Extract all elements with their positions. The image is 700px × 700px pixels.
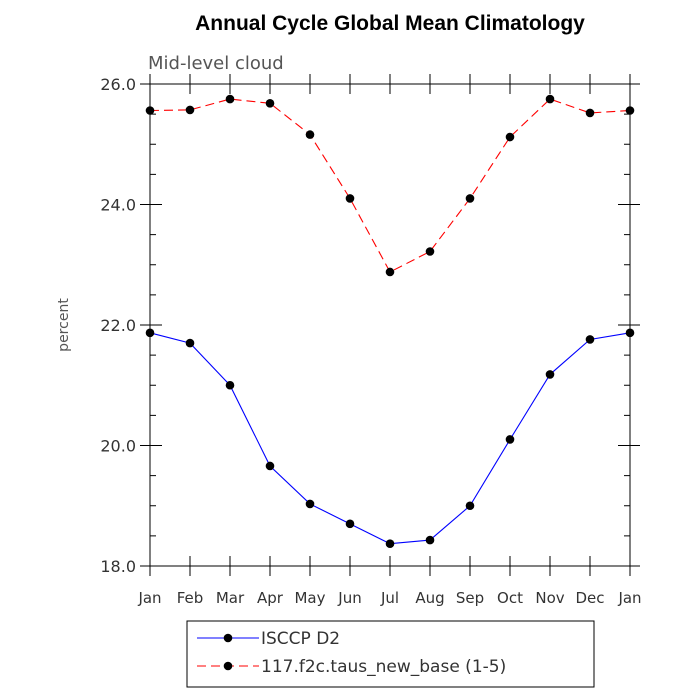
series-0-point [585,335,595,344]
x-tick-label: Mar [216,589,245,607]
series-0-point [625,328,635,338]
plot-frame [149,83,631,567]
series-1-point [505,132,515,142]
plot-series [145,94,635,549]
y-tick-label: 18.0 [100,557,136,576]
series-0-point [465,501,475,511]
series-1-point [185,105,195,115]
y-tick-label: 22.0 [100,316,136,335]
series-0-point [185,338,195,348]
x-tick-label: Dec [575,589,604,607]
legend-marker-isccp [223,633,233,643]
series-0-point [305,499,315,509]
y-axis-label: percent [56,298,72,352]
series-1-point [145,106,155,115]
chart-subtitle: Mid-level cloud [148,53,284,74]
series-0-point [425,535,435,545]
legend-frame [186,620,595,688]
series-0-point [145,328,155,338]
y-tick-label: 26.0 [100,75,136,94]
series-0-point [265,461,275,471]
x-tick-label: Jun [337,589,361,607]
y-tick-label: 20.0 [100,437,136,456]
x-tick-label: Nov [535,589,564,607]
series-1-point [225,94,235,104]
series-0-point [505,435,515,444]
legend-label-model: 117.f2c.taus_new_base (1-5) [261,657,506,677]
x-tick-label: May [294,589,325,607]
legend-label-isccp: ISCCP D2 [261,629,340,649]
x-tick-label: Apr [257,589,284,607]
x-tick-label: Feb [177,589,204,607]
legend: ISCCP D2 117.f2c.taus_new_base (1-5) [186,620,595,688]
series-1-point [585,108,595,118]
y-tick-label: 24.0 [100,196,136,215]
series-1-point [465,194,475,203]
legend-marker-model [223,661,233,671]
x-tick-label: Jul [380,589,399,607]
series-line-1 [149,98,631,273]
x-tick-label: Aug [415,589,444,607]
series-0-point [225,380,235,390]
series-1-point [345,194,355,203]
axes: 18.0 20.0 22.0 24.0 26.0 Jan Feb Mar Apr May Jun Ju… [100,74,642,607]
series-1-point [265,98,275,108]
series-1-point [305,130,315,139]
chart-title: Annual Cycle Global Mean Climatology [195,12,585,35]
x-tick-label: Jan [137,589,161,607]
x-tick-label: Jan [617,589,641,607]
series-0-point [385,539,395,549]
series-1-point [425,247,435,256]
series-0-point [545,370,555,379]
series-1-point [385,267,395,277]
series-line-0 [149,332,631,545]
x-tick-label: Oct [497,589,523,607]
series-1-point [545,94,555,104]
series-1-point [625,106,635,115]
x-tick-label: Sep [456,589,484,607]
series-0-point [345,519,355,529]
